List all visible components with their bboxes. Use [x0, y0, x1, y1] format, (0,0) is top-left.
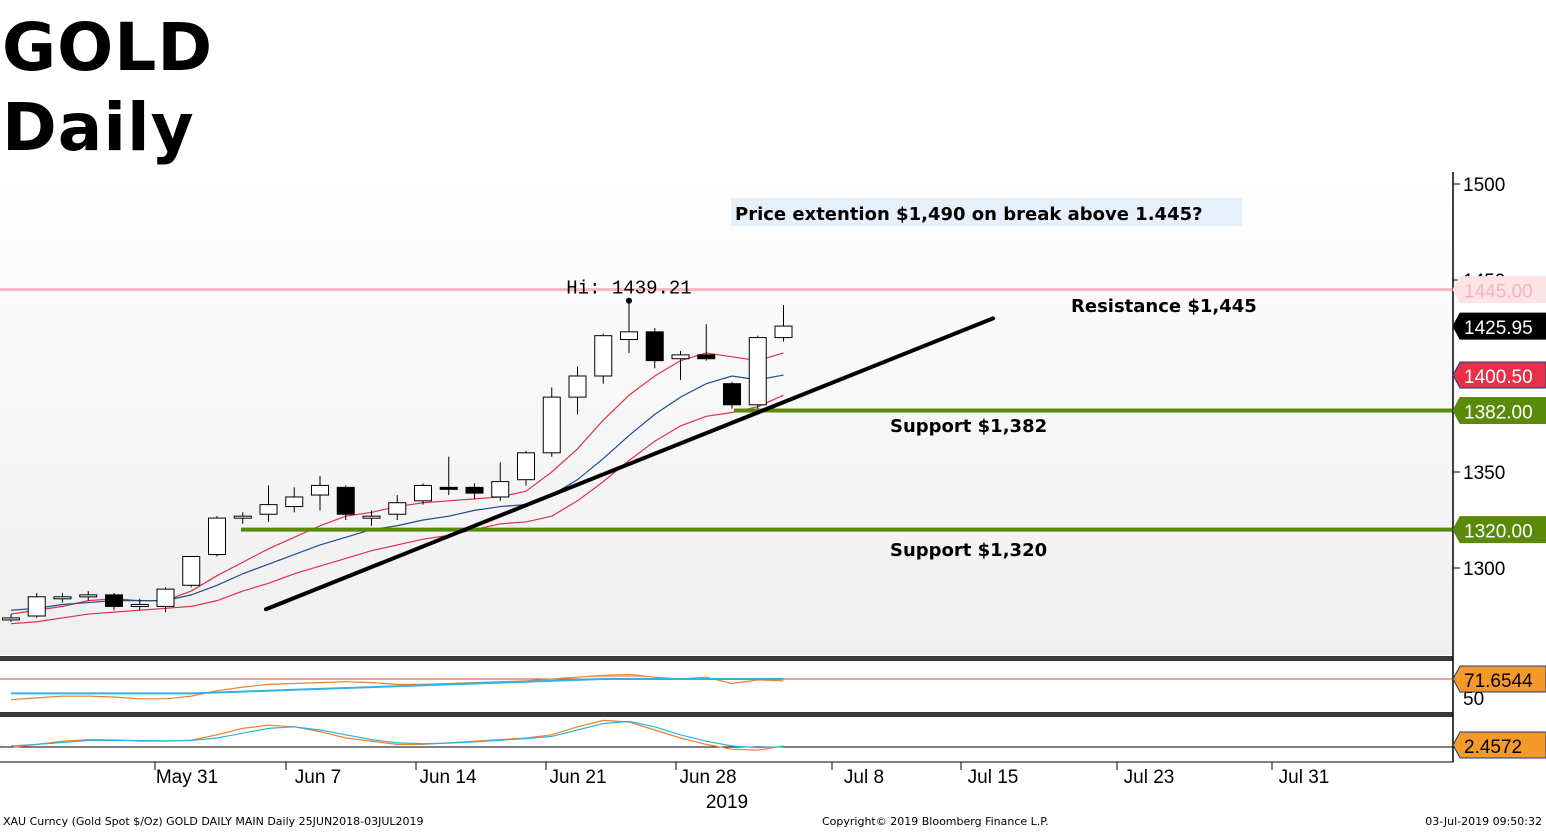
high-label: Hi: 1439.21 — [566, 278, 691, 300]
candle-body — [311, 484, 329, 496]
rsi-average-line — [11, 678, 784, 695]
rsi-overbought-fill — [526, 674, 681, 678]
support-label-1320: Support $1,320 — [890, 540, 1047, 561]
y-tick-label: 1350 — [1463, 463, 1505, 484]
ma-value-tag: 1400.50 — [1464, 367, 1533, 388]
footer-timestamp: 03-Jul-2019 09:50:32 — [1425, 815, 1542, 828]
candle-body — [414, 484, 432, 502]
rsi-value-tag: 71.6544 — [1464, 671, 1533, 692]
candle-body — [156, 588, 175, 607]
x-tick-label: May 31 — [156, 767, 218, 788]
candle-body — [697, 354, 716, 360]
x-tick-label: Jul 15 — [968, 767, 1019, 788]
candle-body — [2, 617, 20, 621]
candle-body — [388, 502, 407, 515]
candle-body — [79, 594, 98, 598]
candle-body — [105, 594, 123, 607]
candle-body — [671, 354, 690, 360]
x-tick-label: Jun 28 — [679, 767, 736, 788]
candle-body — [542, 396, 561, 454]
x-tick-label: Jul 31 — [1279, 767, 1330, 788]
resistance-label: Resistance $1,445 — [1071, 296, 1257, 317]
candle-body — [594, 335, 613, 377]
candle-body — [27, 596, 46, 617]
stoch-value-tag: 2.4572 — [1464, 737, 1522, 758]
stoch-value-tag-bg — [1452, 731, 1546, 759]
candle-body — [491, 481, 510, 498]
x-tick-label: Jul 23 — [1124, 767, 1175, 788]
candle-body — [568, 375, 587, 398]
x-tick-label: Jul 8 — [844, 767, 884, 788]
resistance-tag: 1445.00 — [1464, 282, 1533, 303]
candle-body — [517, 452, 535, 481]
candle-body — [620, 331, 638, 341]
candle-body — [645, 331, 664, 362]
last-price-tag-bg — [1452, 312, 1546, 340]
candle-body — [723, 383, 741, 406]
panel-separator-1 — [0, 656, 1453, 661]
footer-copyright: Copyright© 2019 Bloomberg Finance L.P. — [822, 815, 1049, 828]
stoch-line-2 — [10, 720, 784, 749]
candle-body — [53, 596, 72, 600]
candle-body — [465, 486, 484, 494]
support-tag-1320: 1320.00 — [1464, 522, 1533, 543]
support-tag-1382: 1382.00 — [1464, 403, 1533, 424]
high-marker — [626, 297, 632, 304]
rsi-tick-label: 50 — [1463, 689, 1484, 710]
extension-note-bg — [731, 198, 1242, 226]
ma-value-tag-bg — [1452, 361, 1546, 389]
chart-title: GOLD Daily — [2, 8, 213, 168]
x-tick-label: Jun 21 — [549, 767, 606, 788]
candle-body — [208, 517, 226, 556]
stoch-line-1 — [10, 719, 784, 751]
title-line-2: Daily — [2, 89, 195, 166]
candle-body — [182, 555, 201, 586]
candle-body — [336, 486, 355, 515]
rsi-panel-bg — [0, 660, 1453, 712]
y-tick-label: 1500 — [1463, 175, 1505, 196]
support-tag-1320-bg — [1452, 516, 1546, 544]
candle-body — [439, 486, 458, 490]
footer-source: XAU Curncy (Gold Spot $/Oz) GOLD DAILY M… — [3, 815, 424, 828]
candle-body — [259, 504, 278, 515]
price-chart: Hi: 1439.21 Price extention $1,490 on bre… — [0, 172, 1546, 812]
title-line-1: GOLD — [2, 9, 214, 86]
support-tag-1382-bg — [1452, 397, 1546, 425]
y-tick-label: 1300 — [1463, 559, 1505, 580]
x-year-label: 2019 — [706, 792, 748, 812]
x-tick-label: Jun 14 — [419, 767, 476, 788]
candle-body — [362, 515, 381, 519]
extension-note: Price extention $1,490 on break above 1.… — [735, 204, 1203, 225]
candle-body — [285, 496, 304, 508]
candle-body — [774, 325, 793, 339]
candle-body — [130, 603, 149, 607]
x-tick-label: Jun 7 — [295, 767, 341, 788]
panel-separator-2 — [0, 712, 1453, 717]
stoch-panel-bg — [0, 716, 1453, 762]
candle-body — [233, 515, 252, 519]
last-price-tag: 1425.95 — [1464, 318, 1533, 339]
trendline — [264, 316, 995, 612]
rsi-value-tag-bg — [1452, 665, 1546, 693]
candle-body — [748, 337, 767, 406]
support-label-1382: Support $1,382 — [890, 416, 1047, 437]
resistance-tag-bg — [1452, 276, 1546, 304]
